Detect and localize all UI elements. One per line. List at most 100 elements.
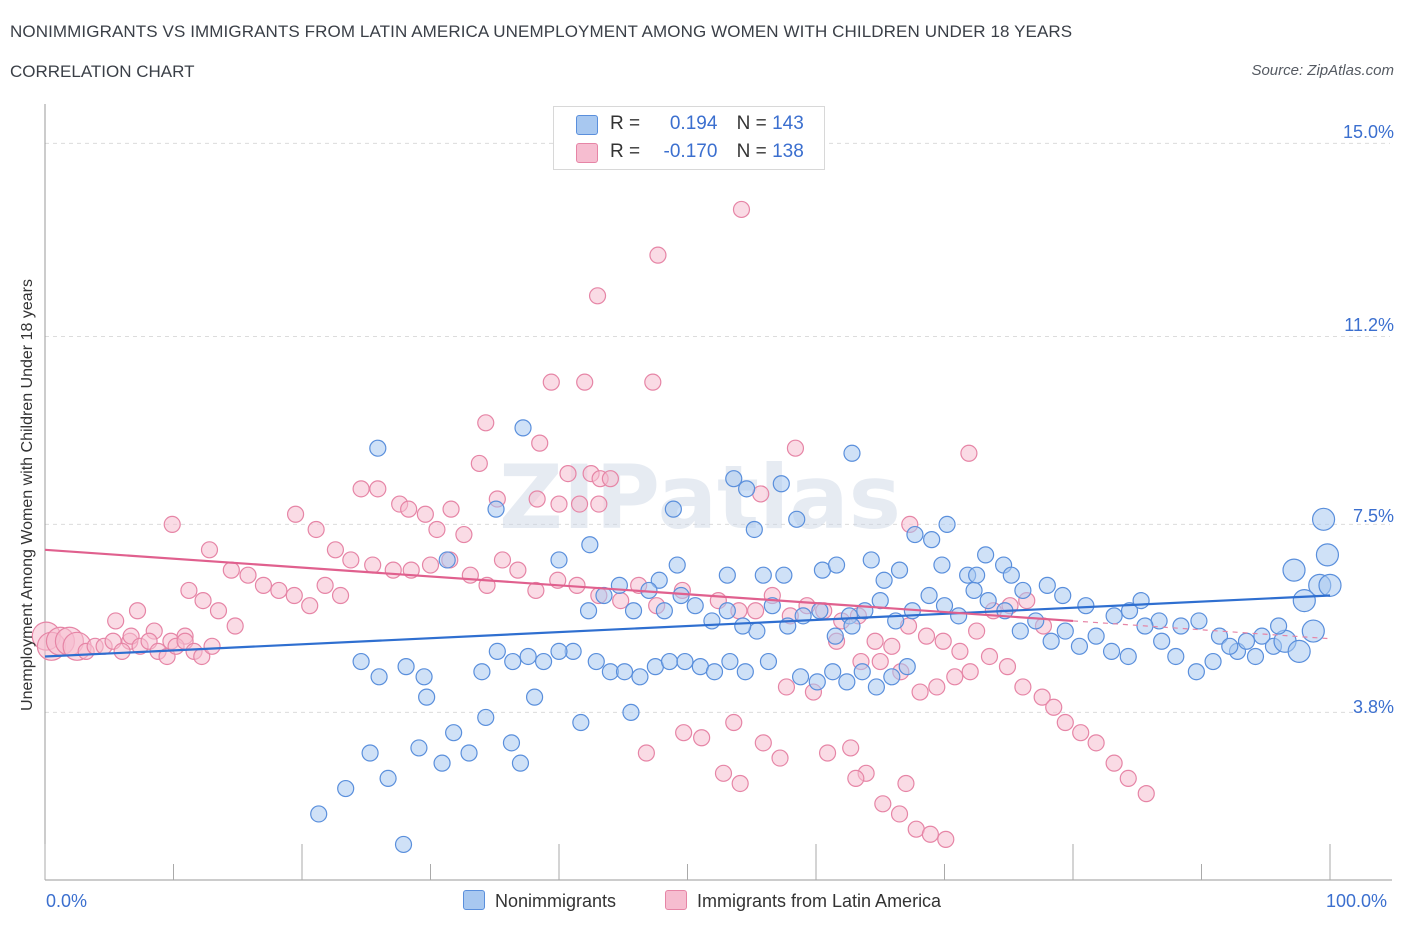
data-point [572, 713, 590, 732]
data-point [637, 744, 655, 762]
data-point [921, 825, 939, 843]
data-point [808, 673, 826, 691]
data-point [1014, 678, 1032, 696]
data-point [998, 658, 1017, 676]
data-point [961, 663, 979, 681]
data-point [285, 586, 303, 605]
data-point [644, 373, 662, 391]
legend-n-value: 138 [772, 141, 804, 162]
data-point [736, 663, 754, 681]
data-point [1237, 632, 1256, 650]
data-point [920, 586, 938, 605]
data-point [1054, 586, 1072, 605]
data-point [1318, 573, 1342, 597]
chart-subtitle: CORRELATION CHART [10, 62, 195, 81]
data-point [842, 739, 860, 757]
data-point [445, 724, 463, 742]
data-point [222, 561, 240, 579]
data-point [968, 622, 986, 640]
data-point [968, 566, 986, 584]
data-point [759, 652, 778, 671]
data-point [601, 470, 620, 488]
data-point [1315, 543, 1340, 567]
data-point [933, 556, 951, 574]
data-point [487, 500, 505, 518]
data-point [775, 566, 793, 584]
data-point [883, 637, 901, 655]
data-point [1287, 639, 1311, 664]
data-point [763, 597, 781, 615]
data-point [1221, 637, 1239, 655]
data-point [1137, 785, 1155, 803]
data-point [438, 551, 456, 569]
data-point [107, 612, 125, 630]
data-point [788, 510, 806, 528]
data-point [838, 673, 856, 691]
data-point [588, 287, 607, 305]
data-point [853, 663, 871, 681]
data-point [239, 566, 257, 584]
data-point [721, 652, 739, 671]
data-point [1011, 622, 1029, 640]
data-point [301, 597, 319, 615]
data-point [369, 480, 387, 498]
data-point [415, 668, 433, 686]
data-point [416, 505, 434, 523]
data-point [718, 566, 736, 584]
data-point [937, 830, 955, 848]
data-point [977, 546, 995, 564]
data-point [718, 602, 736, 620]
data-point [1042, 632, 1060, 650]
data-point [824, 663, 842, 681]
data-point [550, 642, 568, 661]
data-point [379, 769, 397, 788]
data-point [960, 444, 978, 462]
data-point [928, 678, 946, 696]
data-point [871, 652, 889, 671]
data-point [655, 602, 673, 620]
data-point [509, 561, 527, 579]
data-point [1077, 597, 1095, 615]
data-point [361, 744, 379, 762]
data-point [731, 774, 749, 793]
data-point [890, 805, 909, 823]
trend-line-nonimmigrants [44, 594, 1331, 658]
data-point [951, 642, 969, 661]
data-point [576, 373, 594, 391]
data-point [705, 663, 724, 681]
data-point [624, 602, 643, 620]
x-tick-min: 0.0% [46, 891, 88, 911]
data-point [622, 703, 640, 721]
axes [44, 104, 1392, 881]
y-axis-label: Unemployment Among Women with Children U… [19, 279, 36, 711]
data-point [890, 561, 909, 579]
data-point [1105, 754, 1123, 772]
data-point [226, 617, 244, 635]
data-point [950, 607, 968, 625]
data-point [745, 520, 763, 539]
data-point [843, 617, 861, 635]
data-point [875, 571, 893, 589]
data-point [672, 586, 690, 605]
data-point [1167, 647, 1185, 666]
data-point [897, 774, 915, 793]
data-point [754, 566, 772, 584]
legend-n-label: N = [736, 113, 767, 134]
data-point [550, 495, 568, 513]
legend-swatch-blue [576, 115, 598, 135]
data-point [163, 515, 181, 534]
data-point [461, 566, 479, 584]
data-point [725, 470, 743, 488]
data-point [270, 581, 288, 600]
trend-line-immigrants-extension [1072, 620, 1331, 640]
legend-r-label: R = [610, 141, 641, 162]
data-point [1056, 713, 1074, 732]
data-point [460, 744, 478, 762]
correlation-legend: R = 0.194 N = 143 R = -0.170 N = 138 [553, 106, 825, 170]
data-point [1311, 507, 1336, 531]
data-point [410, 739, 428, 757]
bottom-legend-swatch-blue [463, 890, 485, 910]
data-point [867, 678, 885, 696]
data-point [337, 779, 355, 798]
data-point [542, 373, 560, 391]
